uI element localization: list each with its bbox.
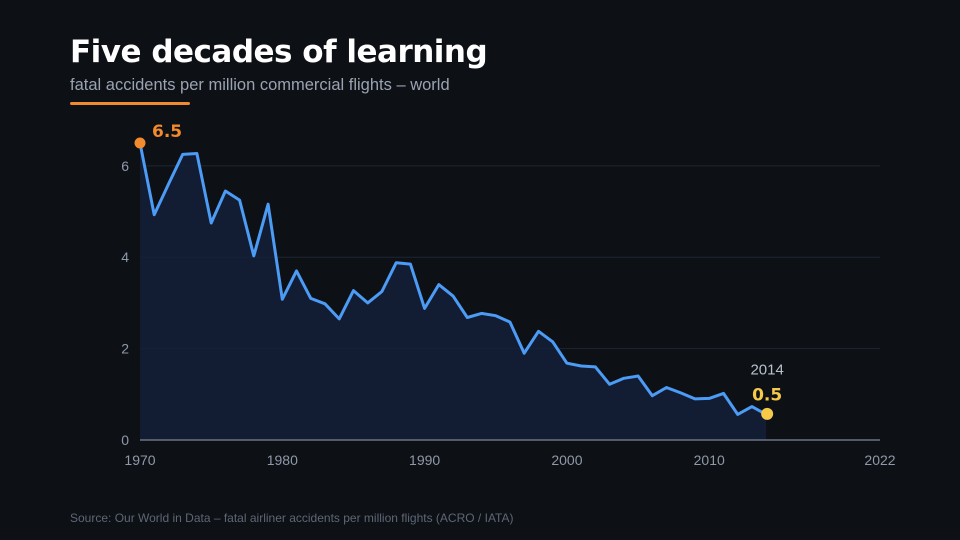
y-tick-label: 2	[121, 341, 129, 357]
source-note: Source: Our World in Data – fatal airlin…	[70, 511, 514, 525]
series-line	[138, 141, 768, 416]
y-tick-label: 6	[121, 158, 129, 174]
x-tick-label: 1980	[267, 452, 298, 468]
title-underline	[70, 102, 190, 105]
y-tick-label: 4	[121, 249, 129, 265]
y-tick-label: 0	[121, 432, 129, 448]
area-fill	[140, 143, 767, 440]
x-tick-label: 2022	[864, 452, 895, 468]
peak-value-label: 6.5	[152, 122, 182, 142]
y-axis-ticks: 0 2 4 6	[121, 158, 129, 448]
last-marker	[761, 407, 774, 420]
x-tick-label: 1970	[124, 452, 155, 468]
peak-marker	[134, 137, 146, 149]
x-tick-label: 2000	[551, 452, 582, 468]
chart-title: Five decades of learning	[70, 34, 488, 70]
last-value-label: 0.5	[752, 385, 782, 405]
last-year-label: 2014	[750, 361, 783, 378]
x-tick-label: 2010	[694, 452, 725, 468]
x-tick-label: 1990	[409, 452, 440, 468]
chart-subtitle: fatal accidents per million commercial f…	[70, 76, 450, 94]
x-axis-ticks: 1970 1980 1990 2000 2010 2022	[124, 452, 895, 468]
